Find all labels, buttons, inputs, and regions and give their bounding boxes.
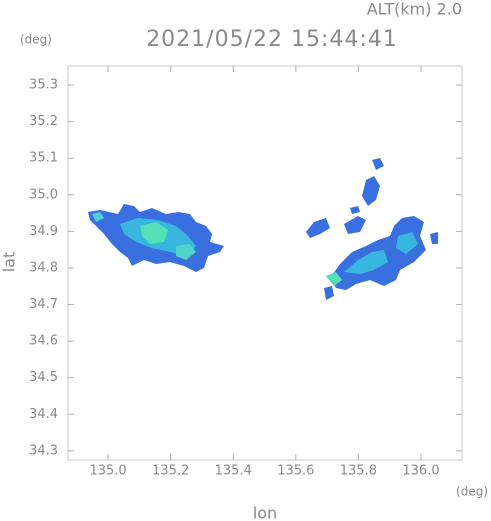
y-tick-label: 34.8: [29, 260, 58, 275]
x-axis-label: lon: [253, 504, 277, 521]
x-tick-label: 136.0: [402, 464, 439, 479]
y-tick-label: 35.0: [29, 187, 58, 202]
x-tick-label: 135.6: [277, 464, 314, 479]
y-tick-label: 35.1: [29, 151, 58, 166]
y-tick-label: 35.2: [29, 114, 58, 129]
x-unit: (deg): [456, 485, 488, 499]
y-unit: (deg): [20, 33, 52, 47]
y-tick-label: 34.6: [29, 334, 58, 349]
y-tick-label: 34.3: [29, 443, 58, 458]
y-tick-label: 34.5: [29, 370, 58, 385]
y-axis-label: lat: [0, 252, 19, 273]
y-tick-label: 34.9: [29, 224, 58, 239]
x-tick-label: 135.0: [89, 464, 126, 479]
altitude-label: ALT(km) 2.0: [367, 0, 462, 19]
plot-frame: [67, 65, 463, 461]
y-tick-label: 35.3: [29, 78, 58, 93]
y-tick-label: 34.7: [29, 297, 58, 312]
x-tick-label: 135.8: [340, 464, 377, 479]
x-tick-label: 135.2: [152, 464, 189, 479]
chart-title: 2021/05/22 15:44:41: [146, 27, 398, 52]
echo-west: [88, 204, 224, 272]
echo-east: [306, 158, 438, 300]
y-tick-label: 34.4: [29, 407, 58, 422]
x-tick-label: 135.4: [215, 464, 252, 479]
